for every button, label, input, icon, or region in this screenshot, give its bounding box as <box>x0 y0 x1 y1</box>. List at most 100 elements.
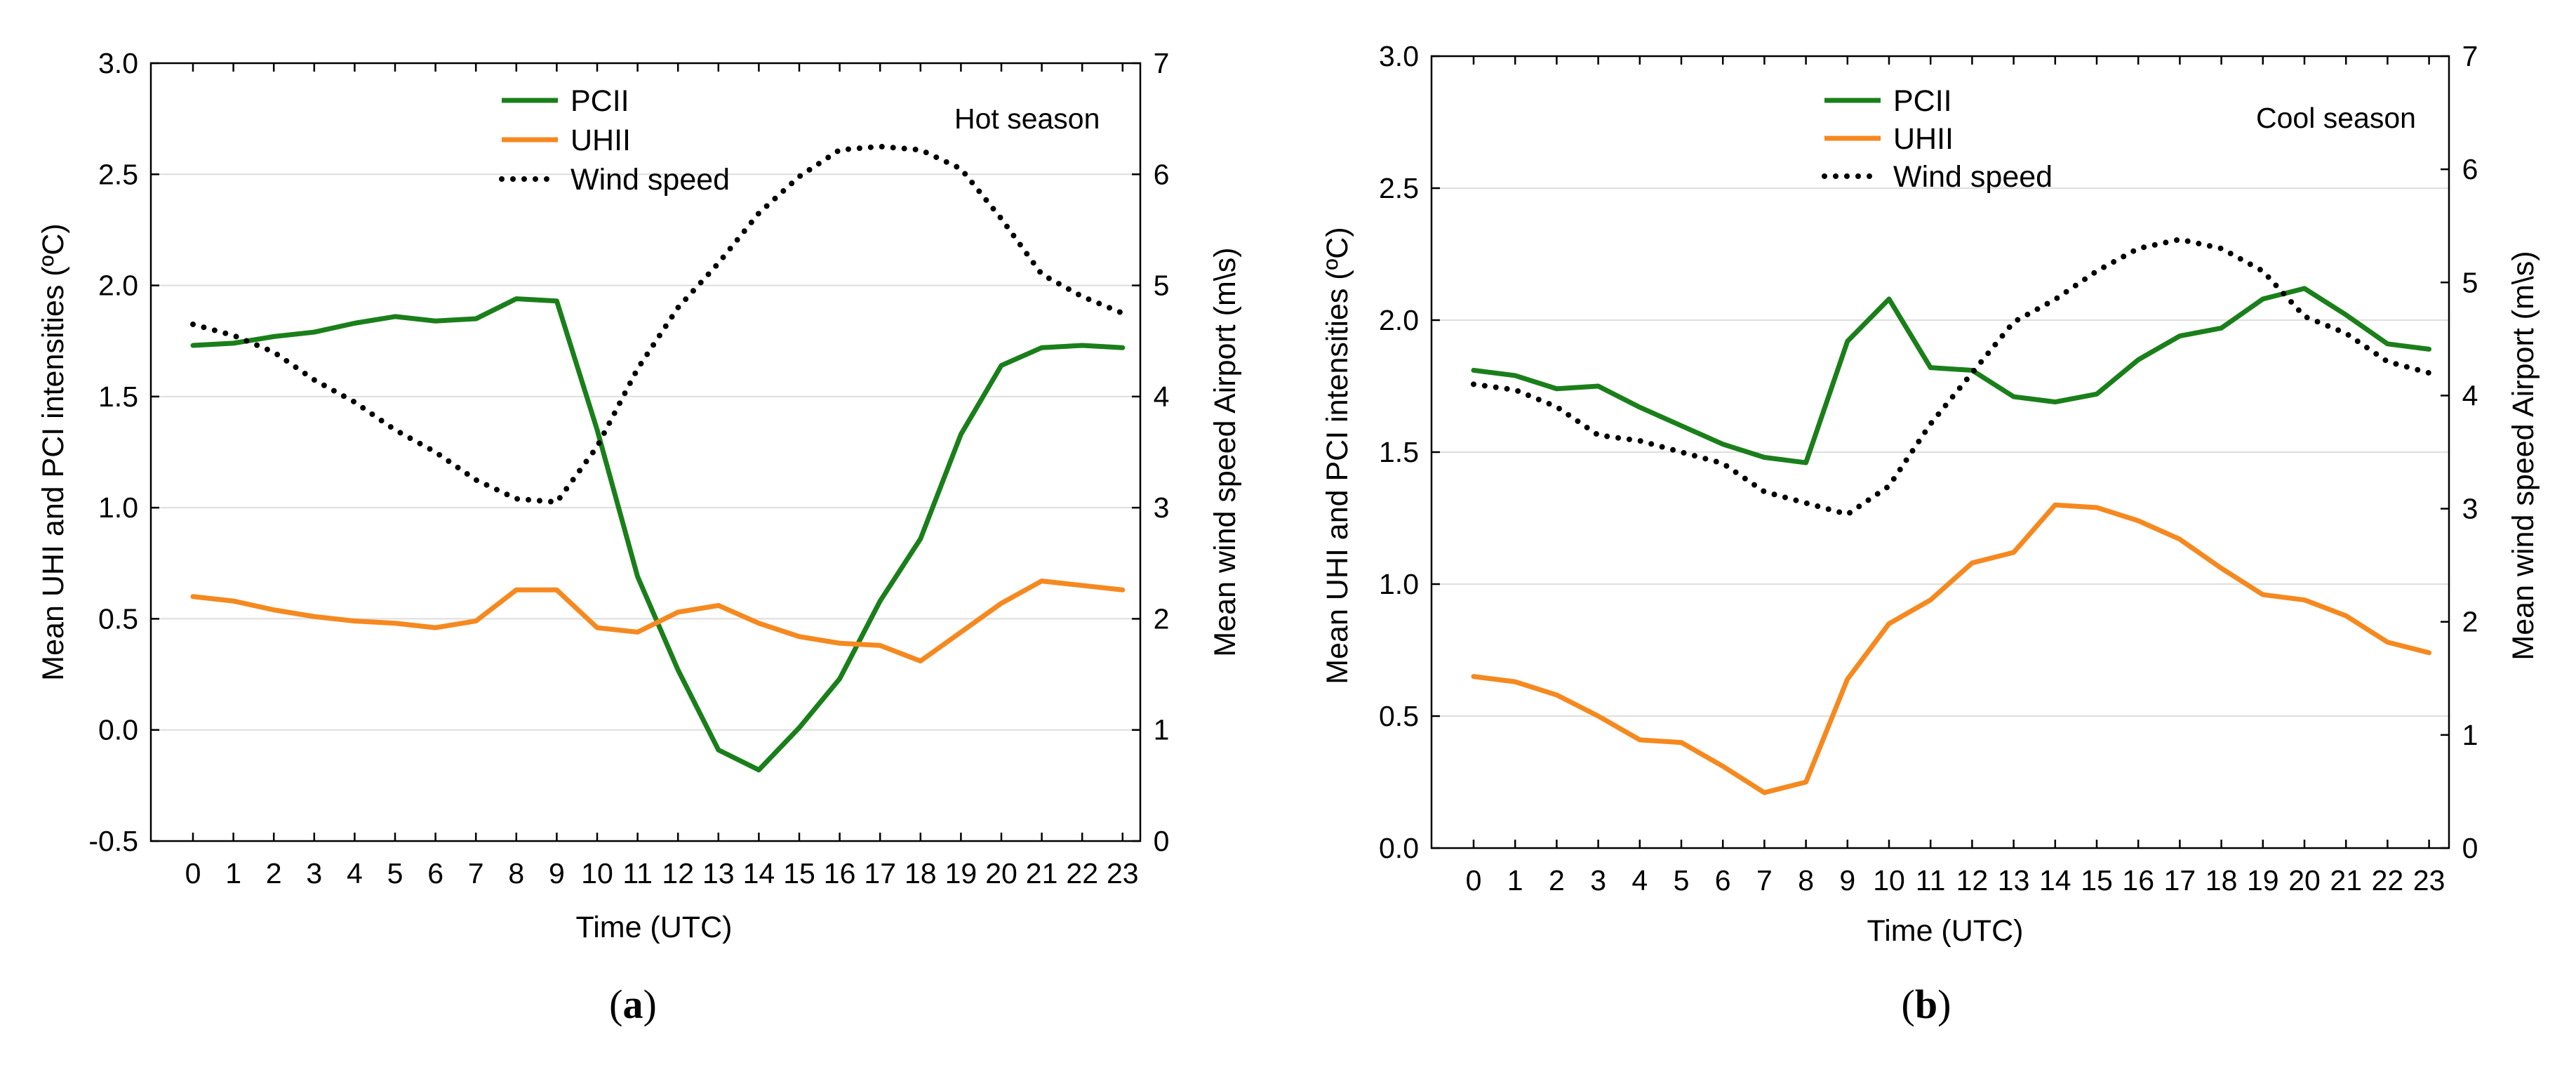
x-axis-tick-label: 19 <box>945 857 977 889</box>
legend-label-uhii: UHII <box>1893 122 1954 156</box>
panel-a-plot-frame <box>149 62 1142 842</box>
panel-b-left-axis-ticks: 0.0 0.5 1.0 1.5 2.0 2.5 3.0 <box>1379 40 1440 864</box>
left-axis-tick-label: 1.5 <box>98 381 138 413</box>
x-axis-tick-label: 3 <box>1590 864 1606 897</box>
x-axis-tick-label: 9 <box>549 857 565 889</box>
x-axis-tick-label: 12 <box>1956 864 1989 897</box>
left-axis-tick-label: 2.0 <box>98 270 138 302</box>
x-axis-tick-label: 4 <box>347 857 363 889</box>
x-axis-tick-label: 22 <box>2372 864 2404 897</box>
x-axis-tick-label: 18 <box>2205 864 2238 897</box>
x-axis-tick-label: 16 <box>2122 864 2154 897</box>
right-axis-tick-label: 1 <box>2462 719 2478 751</box>
right-axis-tick-label: 4 <box>1154 381 1170 413</box>
right-axis-tick-label: 3 <box>1154 491 1170 524</box>
x-axis-tick-label: 0 <box>1466 864 1482 897</box>
series-line-wind-speed <box>1471 237 2432 517</box>
x-axis-tick-label: 0 <box>185 857 201 889</box>
x-axis-tick-label: 23 <box>1107 857 1139 889</box>
legend-label-wind-speed: Wind speed <box>1893 160 2053 194</box>
panel-b-x-axis-label: Time (UTC) <box>1867 914 2024 948</box>
left-axis-tick-label: 3.0 <box>98 47 138 79</box>
legend-label-pcii: PCII <box>1893 84 1952 118</box>
x-axis-tick-label: 6 <box>427 857 443 889</box>
series-line-uhii <box>1471 502 2432 795</box>
x-axis-tick-label: 10 <box>1873 864 1905 897</box>
right-axis-tick-label: 4 <box>2462 379 2478 411</box>
panel-b-plot-frame <box>1430 55 2450 849</box>
panel-a-left-axis-label: Mean UHI and PCI intensities (ºC) <box>36 223 70 680</box>
series-line-pcii <box>190 296 1126 773</box>
panel-a-right-axis-ticks: 0 1 2 3 4 5 6 7 <box>1132 47 1169 857</box>
x-axis-tick-label: 8 <box>508 857 524 889</box>
right-axis-tick-label: 2 <box>1154 602 1170 635</box>
right-axis-tick-label: 1 <box>1154 714 1170 746</box>
x-axis-tick-label: 5 <box>387 857 403 889</box>
x-axis-tick-label: 15 <box>2081 864 2113 897</box>
panel-a-x-axis-label: Time (UTC) <box>576 911 733 944</box>
left-axis-tick-label: 0.0 <box>98 714 138 746</box>
right-axis-tick-label: 0 <box>1154 825 1170 857</box>
left-axis-tick-label: -0.5 <box>88 825 138 857</box>
panel-a-series <box>190 143 1126 773</box>
x-axis-tick-label: 1 <box>1507 864 1523 897</box>
left-axis-tick-label: 1.0 <box>98 491 138 524</box>
panel-b-x-axis-ticks: 0 1 2 3 4 5 6 7 8 9 10 11 12 13 14 15 16 17 18 19 20 21 22 23 <box>1466 56 2445 897</box>
right-axis-tick-label: 5 <box>2462 266 2478 298</box>
right-axis-tick-label: 3 <box>2462 493 2478 525</box>
right-axis-tick-label: 7 <box>1154 47 1170 79</box>
x-axis-tick-label: 11 <box>622 857 653 889</box>
left-axis-tick-label: 1.5 <box>1379 436 1419 468</box>
right-axis-tick-label: 6 <box>2462 153 2478 185</box>
x-axis-tick-label: 1 <box>225 857 241 889</box>
right-axis-tick-label: 7 <box>2462 40 2478 72</box>
x-axis-tick-label: 6 <box>1715 864 1731 897</box>
x-axis-tick-label: 4 <box>1631 864 1648 897</box>
x-axis-tick-label: 20 <box>985 857 1017 889</box>
panel-a-caption: (a) <box>609 981 657 1027</box>
x-axis-tick-label: 15 <box>783 857 815 889</box>
panel-a-x-axis-ticks: 0 1 2 3 4 5 6 7 8 9 10 11 12 13 14 15 16 17 18 19 20 21 22 23 <box>185 63 1139 889</box>
left-axis-tick-label: 3.0 <box>1379 40 1419 72</box>
panel-b-right-axis-label: Mean wind speed Airport (m\s) <box>2507 251 2540 660</box>
panel-b-caption-letter: b <box>1915 981 1937 1027</box>
panel-a-left-axis-ticks: -0.5 0.0 0.5 1.0 1.5 2.0 2.5 3.0 <box>88 47 159 857</box>
x-axis-tick-label: 9 <box>1839 864 1855 897</box>
panel-b-right-axis-ticks: 0 1 2 3 4 5 6 7 <box>2441 40 2478 864</box>
right-axis-tick-label: 0 <box>2462 832 2478 864</box>
legend-label-uhii: UHII <box>570 124 631 157</box>
right-axis-tick-label: 5 <box>1154 270 1170 302</box>
x-axis-tick-label: 7 <box>468 857 484 889</box>
panel-a-caption-letter: a <box>623 981 643 1027</box>
x-axis-tick-label: 19 <box>2247 864 2279 897</box>
x-axis-tick-label: 21 <box>1026 857 1058 889</box>
left-axis-tick-label: 2.5 <box>98 158 138 190</box>
left-axis-tick-label: 2.5 <box>1379 172 1419 204</box>
panel-b-series <box>1471 237 2432 795</box>
x-axis-tick-label: 8 <box>1798 864 1814 897</box>
legend-label-wind-speed: Wind speed <box>570 163 730 197</box>
x-axis-tick-label: 16 <box>824 857 856 889</box>
x-axis-tick-label: 18 <box>905 857 937 889</box>
x-axis-tick-label: 14 <box>2039 864 2071 897</box>
x-axis-tick-label: 13 <box>702 857 735 889</box>
panel-a-legend: PCII UHII Wind speed <box>499 84 730 197</box>
x-axis-tick-label: 10 <box>581 857 613 889</box>
left-axis-tick-label: 0.5 <box>1379 700 1419 732</box>
x-axis-tick-label: 17 <box>2164 864 2196 897</box>
right-axis-tick-label: 2 <box>2462 606 2478 638</box>
left-axis-tick-label: 2.0 <box>1379 304 1419 336</box>
x-axis-tick-label: 12 <box>662 857 694 889</box>
series-line-wind-speed <box>190 143 1126 505</box>
panel-b-caption: (b) <box>1902 981 1951 1027</box>
x-axis-tick-label: 2 <box>1549 864 1565 897</box>
panel-a-season-label: Hot season <box>954 102 1100 135</box>
left-axis-tick-label: 1.0 <box>1379 568 1419 600</box>
legend-label-pcii: PCII <box>570 84 629 118</box>
panel-b-season-label: Cool season <box>2256 102 2416 134</box>
panel-a-right-axis-label: Mean wind speed Airport (m\s) <box>1208 247 1242 656</box>
x-axis-tick-label: 11 <box>1916 864 1946 897</box>
